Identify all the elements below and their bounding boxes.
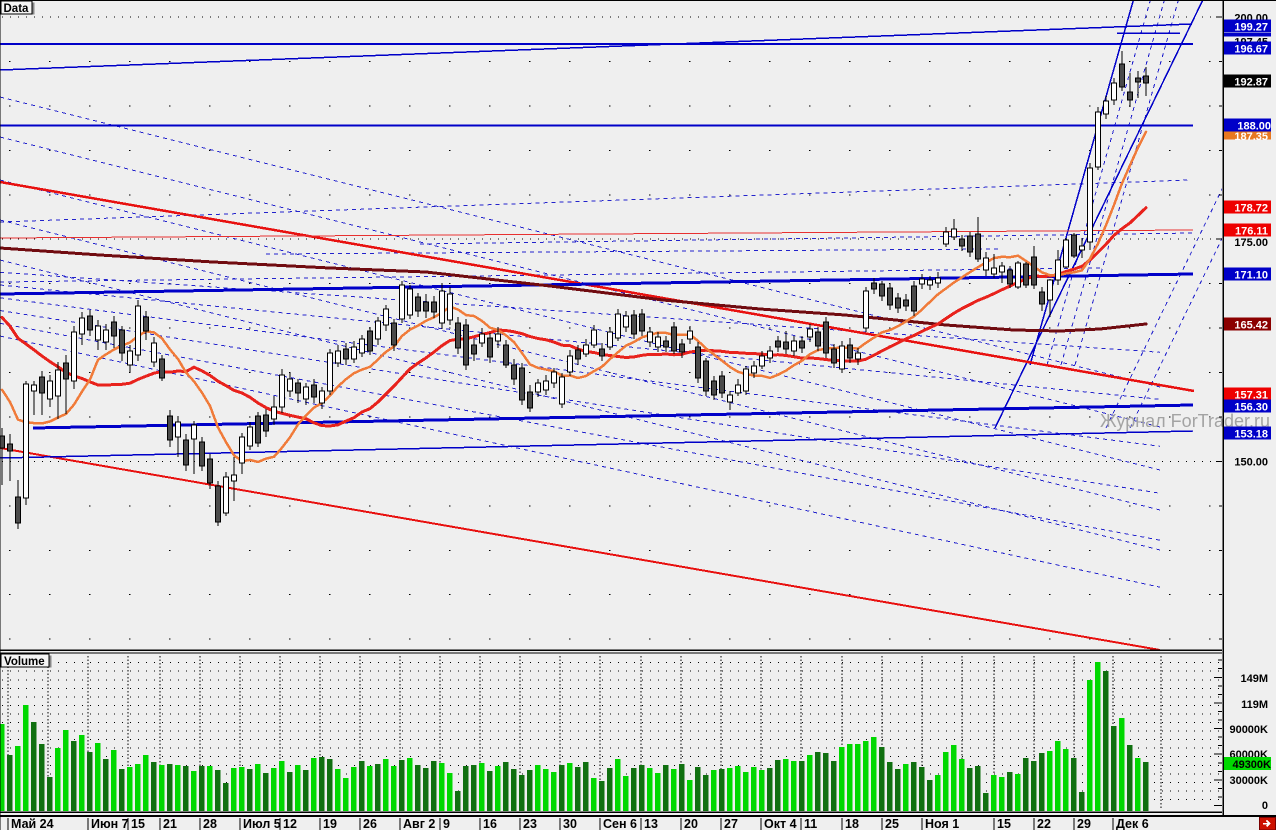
svg-text:30000K: 30000K (1229, 775, 1268, 787)
svg-text:149M: 149M (1240, 673, 1268, 685)
svg-text:13: 13 (644, 817, 658, 830)
svg-text:18: 18 (845, 817, 859, 830)
svg-text:Журнал ForTrader.ru: Журнал ForTrader.ru (1100, 411, 1270, 431)
svg-text:150.00: 150.00 (1234, 457, 1268, 469)
svg-text:30: 30 (563, 817, 577, 830)
svg-text:20: 20 (684, 817, 698, 830)
svg-text:25: 25 (885, 817, 899, 830)
svg-text:188.00: 188.00 (1237, 121, 1271, 133)
svg-text:90000K: 90000K (1229, 724, 1268, 736)
svg-text:178.72: 178.72 (1234, 203, 1268, 215)
svg-text:11: 11 (804, 817, 817, 830)
svg-text:Сен 6: Сен 6 (603, 817, 637, 830)
svg-text:187.35: 187.35 (1234, 131, 1268, 143)
svg-text:15: 15 (131, 817, 145, 830)
svg-text:Data: Data (4, 3, 30, 15)
svg-text:157.31: 157.31 (1234, 390, 1268, 402)
svg-text:Дек 6: Дек 6 (1116, 817, 1149, 830)
svg-text:Июл 5: Июл 5 (243, 817, 281, 830)
svg-text:175.00: 175.00 (1234, 237, 1268, 249)
svg-text:192.87: 192.87 (1234, 77, 1268, 89)
svg-text:27: 27 (724, 817, 738, 830)
svg-text:176.11: 176.11 (1235, 226, 1268, 238)
svg-text:199.27: 199.27 (1234, 22, 1268, 34)
svg-text:171.10: 171.10 (1234, 270, 1268, 282)
svg-text:26: 26 (363, 817, 377, 830)
svg-text:23: 23 (523, 817, 537, 830)
svg-text:16: 16 (483, 817, 497, 830)
svg-text:Июн 7: Июн 7 (91, 817, 129, 830)
svg-text:Ноя 1: Ноя 1 (925, 817, 959, 830)
svg-text:165.42: 165.42 (1234, 320, 1268, 332)
svg-text:19: 19 (323, 817, 337, 830)
svg-text:Авг 2: Авг 2 (403, 817, 435, 830)
svg-text:Май 24: Май 24 (11, 817, 54, 830)
svg-text:12: 12 (283, 817, 297, 830)
svg-text:Окт 4: Окт 4 (764, 817, 797, 830)
svg-text:9: 9 (443, 817, 450, 830)
svg-text:156.30: 156.30 (1234, 402, 1268, 414)
svg-text:119M: 119M (1241, 699, 1268, 711)
svg-text:0: 0 (1262, 800, 1268, 812)
svg-text:29: 29 (1077, 817, 1091, 830)
svg-text:153.18: 153.18 (1234, 429, 1268, 441)
svg-text:15: 15 (997, 817, 1011, 830)
svg-text:Volume: Volume (4, 656, 45, 668)
svg-text:22: 22 (1037, 817, 1051, 830)
svg-text:28: 28 (203, 817, 217, 830)
svg-text:196.67: 196.67 (1234, 44, 1268, 56)
svg-text:21: 21 (163, 817, 177, 830)
svg-text:49300K: 49300K (1232, 759, 1271, 771)
